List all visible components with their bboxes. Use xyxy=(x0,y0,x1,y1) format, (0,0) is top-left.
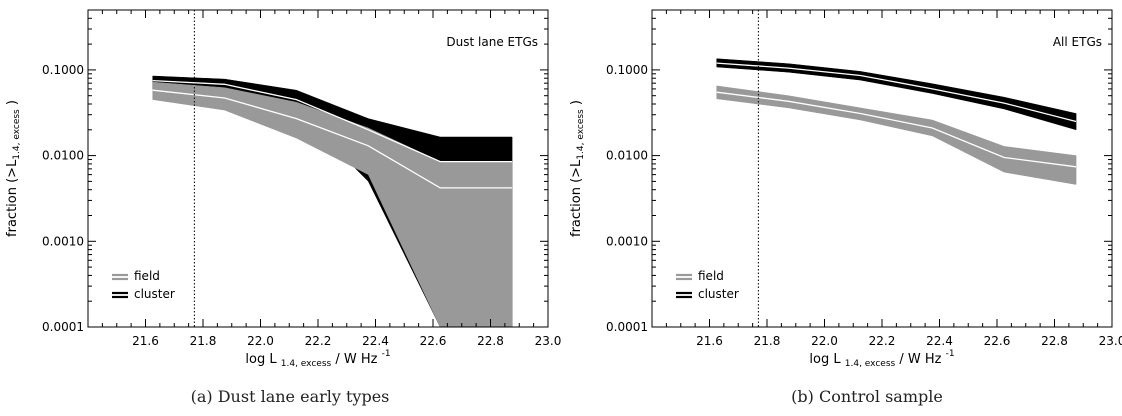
x-axis-label: log L 1.4, excess / W Hz -1 xyxy=(809,349,954,369)
y-tick-label: 0.0100 xyxy=(606,149,648,163)
x-tick-label: 22.6 xyxy=(420,334,447,348)
chart-panel-2: 21.6 21.8 22.0 22.2 22.4 22.6 22.8 23.0 0.1000 0.… xyxy=(569,9,1122,406)
band-field xyxy=(152,81,513,327)
figure-caption: (a) Dust lane early types xyxy=(191,387,390,406)
y-axis-label: fraction (>L1.4, excess ) xyxy=(569,100,586,237)
x-tick-label: 22.0 xyxy=(247,334,274,348)
legend: field cluster xyxy=(112,269,175,301)
median-line-field xyxy=(152,89,513,189)
x-tick-label: 22.0 xyxy=(811,334,838,348)
x-tick-label: 22.2 xyxy=(869,334,896,348)
legend-label-field: field xyxy=(698,269,724,283)
legend-label-field: field xyxy=(134,269,160,283)
legend-label-cluster: cluster xyxy=(698,287,739,301)
plot-area xyxy=(716,58,1077,185)
x-tick-label: 21.6 xyxy=(132,334,159,348)
x-tick-label: 22.2 xyxy=(305,334,332,348)
legend-label-cluster: cluster xyxy=(134,287,175,301)
band-field xyxy=(716,85,1077,185)
x-tick-label: 22.8 xyxy=(477,334,504,348)
y-tick-label: 0.1000 xyxy=(606,63,648,77)
x-tick-label: 22.4 xyxy=(926,334,953,348)
y-tick-label: 0.0001 xyxy=(606,320,648,334)
y-axis-label: fraction (>L1.4, excess ) xyxy=(5,100,22,237)
median-line-field xyxy=(716,91,1077,168)
chart-title: All ETGs xyxy=(1053,35,1102,49)
chart-panel-1: 21.6 21.8 22.0 22.2 22.4 22.6 22.8 23.0 0.1000 0.… xyxy=(5,9,562,406)
x-tick-label: 21.8 xyxy=(754,334,781,348)
y-tick-label: 0.0001 xyxy=(42,320,84,334)
x-tick-label: 22.6 xyxy=(984,334,1011,348)
x-axis-label: log L 1.4, excess / W Hz -1 xyxy=(245,349,390,369)
x-tick-label: 23.0 xyxy=(1099,334,1122,348)
x-tick-label: 22.8 xyxy=(1041,334,1068,348)
x-tick-label: 21.8 xyxy=(190,334,217,348)
y-tick-label: 0.0100 xyxy=(42,149,84,163)
median-line-cluster xyxy=(152,79,513,163)
y-tick-label: 0.0010 xyxy=(606,234,648,248)
legend: field cluster xyxy=(676,269,739,301)
y-tick-label: 0.1000 xyxy=(42,63,84,77)
x-tick-label: 23.0 xyxy=(535,334,562,348)
x-tick-label: 22.4 xyxy=(362,334,389,348)
figure-caption: (b) Control sample xyxy=(791,387,943,406)
chart-title: Dust lane ETGs xyxy=(446,35,538,49)
x-tick-label: 21.6 xyxy=(696,334,723,348)
plot-area xyxy=(152,75,513,327)
y-tick-label: 0.0010 xyxy=(42,234,84,248)
median-line-cluster xyxy=(716,62,1077,123)
